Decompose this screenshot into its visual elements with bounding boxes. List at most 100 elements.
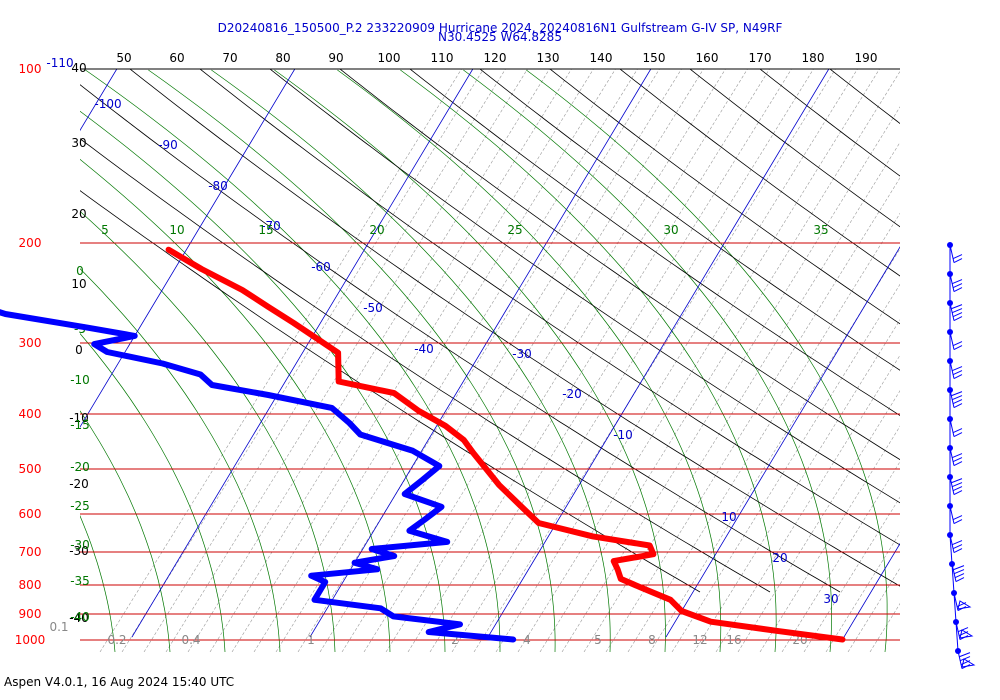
top-axis-tick-label: 80 [275,51,290,65]
mixing-ratio-line [517,69,880,652]
wind-barb-feather [959,652,971,658]
mixing-ratio-line [187,69,550,652]
wind-barb-staff [949,389,955,408]
top-axis-tick-label: 60 [169,51,184,65]
wind-barb-feather [953,403,963,409]
isotherm-label: 10 [721,510,736,524]
wind-barb-feather [952,540,963,546]
wind-barb-feather [952,395,963,401]
moist-adiabat-line [80,110,446,652]
moist-adiabat-label: 15 [258,223,273,237]
top-axis-tick-label: 110 [431,51,454,65]
wind-barb-feather [952,486,963,492]
pressure-label: 100 [19,62,42,76]
mixing-ratio-label: 0.1 [49,620,68,634]
moist-adiabat-line [400,69,777,652]
mixing-ratio-label: 8 [648,633,656,647]
moist-adiabat-line [463,69,832,652]
isotherm-label: -70 [261,219,281,233]
moist-adiabat-left-label: -35 [70,574,90,588]
mixing-ratio-line [363,69,726,652]
mixing-ratio-line [561,106,900,652]
wind-barb-feather [952,399,963,405]
dry-adiabat-line [479,69,900,371]
moist-adiabat-left-label: -15 [70,418,90,432]
moist-adiabat-line [148,69,556,652]
wind-profile-line [955,621,959,652]
mixing-ratio-line [253,69,616,652]
isotherm-label: 20 [772,551,787,565]
header-coordinates: N30.4525 W64.8285 [438,30,562,44]
wind-barb-staff [949,273,955,292]
mixing-ratio-label: 4 [523,633,531,647]
moist-adiabat-label: 30 [663,223,678,237]
wind-barb-feather [952,370,963,376]
top-axis-tick-label: 90 [328,51,343,65]
height-label: -10 [69,411,89,425]
wind-barb-feather [953,287,963,293]
wind-barb-feather [953,345,963,351]
mixing-ratio-line [99,69,462,652]
isotherm-line [665,246,900,638]
mixing-ratio-line [429,69,792,652]
moist-adiabat-label: 5 [101,223,109,237]
isotherm-label: -60 [311,260,331,274]
isotherm-label: -90 [158,138,178,152]
moist-adiabat-line [0,70,60,652]
dry-adiabat-line [929,36,1000,592]
wind-barb-feather [953,258,963,264]
isotherm-line [131,69,474,638]
top-axis-tick-label: 130 [537,51,560,65]
wind-profile [947,242,976,670]
top-axis-tick-label: 140 [590,51,613,65]
top-axis-tick-label: 70 [222,51,237,65]
moist-adiabat-left-label: -10 [70,373,90,387]
moist-adiabat-line [526,69,888,652]
dry-adiabat-line [759,69,900,177]
dry-adiabat-line [549,69,900,325]
pressure-label: 600 [19,507,42,521]
wind-barb-feather [954,569,965,575]
top-axis-tick-label: 190 [855,51,878,65]
wind-barb-staff [949,244,955,263]
top-axis-tick-label: 170 [749,51,772,65]
isotherm-label: -30 [512,347,532,361]
pressure-label: 800 [19,578,42,592]
pressure-label: 300 [19,336,42,350]
top-axis-tick-label: 120 [484,51,507,65]
height-label: -40 [69,611,89,625]
wind-barb-feather [952,457,963,463]
dry-adiabat-line [619,69,900,277]
wind-barb-feather [953,519,963,525]
mixing-ratio-line [825,532,900,652]
pressure-label: 900 [19,607,42,621]
dry-adiabat-line [80,138,771,593]
height-label: 0 [75,343,83,357]
mixing-ratio-line [319,69,682,652]
mixing-ratio-line [275,69,638,652]
pressure-label: 1000 [15,633,46,647]
isotherm-label: 30 [823,592,838,606]
wind-barb-feather [954,573,965,579]
moist-adiabat-line [337,69,722,652]
top-axis-tick-label: 50 [116,51,131,65]
mixing-ratio-line [803,496,900,652]
height-label: -20 [69,477,89,491]
wind-barb-staff [949,302,955,321]
top-axis-tick-label: 180 [802,51,825,65]
moist-adiabat-line [80,332,226,652]
mixing-ratio-line [495,69,858,652]
height-label: 20 [71,207,86,221]
wind-barb-feather [952,366,963,372]
wind-barb-staff [949,447,955,466]
dry-adiabat-line [339,69,900,461]
wind-barb-feather [953,316,963,322]
moist-adiabat-line [80,515,116,652]
dry-adiabat-line [409,69,900,417]
wind-barb-feather [951,304,963,310]
moist-adiabat-left-label: -20 [70,460,90,474]
wind-barb-feather [953,548,963,554]
mixing-ratio-line [297,69,660,652]
dry-adiabat-line [199,69,900,546]
